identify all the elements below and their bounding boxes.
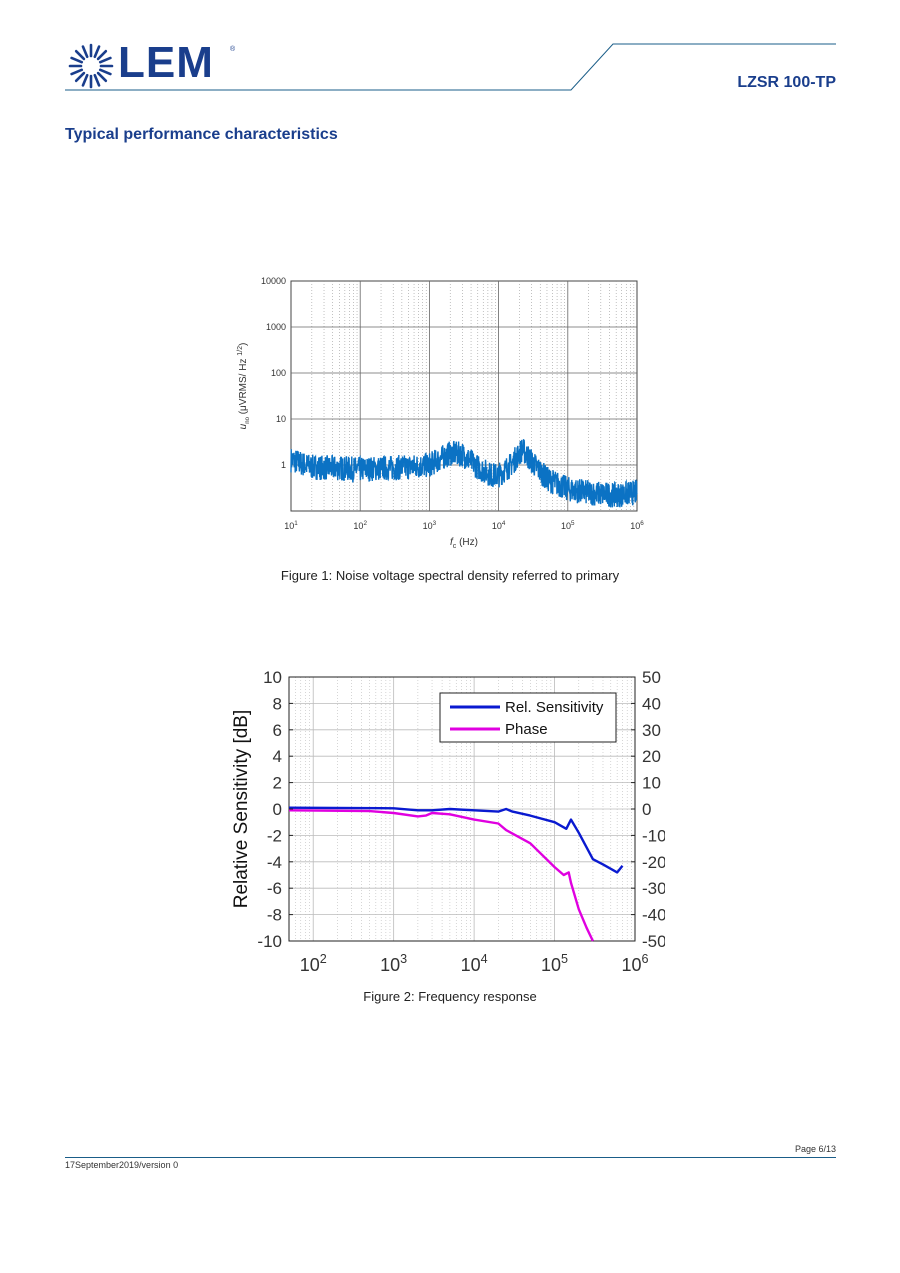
- y-tick-label: -6: [267, 879, 282, 898]
- sensitivity-line: [288, 806, 624, 874]
- logo-ray: [81, 73, 89, 87]
- y-tick-label: -8: [267, 906, 282, 925]
- legend-label: Rel. Sensitivity: [505, 699, 604, 716]
- y2-tick-label: 40: [642, 694, 661, 713]
- header-rule: [65, 43, 836, 91]
- x-tick-label: 106: [630, 520, 644, 531]
- y-tick-label: 2: [273, 774, 282, 793]
- y-tick-label: 1000: [266, 322, 286, 332]
- logo-ray: [98, 68, 112, 76]
- y2-tick-label: 0: [642, 800, 651, 819]
- y2-tick-label: -20: [642, 853, 665, 872]
- logo-ray: [93, 45, 101, 59]
- legend-box: [439, 692, 617, 743]
- x-tick-label: 103: [380, 952, 407, 975]
- x-tick-label: 101: [284, 520, 298, 531]
- logo-ray: [74, 71, 86, 83]
- y-tick-label: 8: [273, 694, 282, 713]
- y-axis-label: uno (μVRMS/ Hz 1/2): [237, 343, 251, 430]
- legend-label: Phase: [505, 721, 548, 738]
- y-tick-label: 0: [273, 800, 282, 819]
- x-tick-label: 103: [423, 520, 437, 531]
- section-title: Typical performance characteristics: [65, 126, 338, 143]
- logo-ray: [96, 49, 108, 61]
- y-tick-label: -4: [267, 853, 282, 872]
- y2-tick-label: -30: [642, 879, 665, 898]
- logo-ray: [81, 45, 89, 59]
- logo-ray: [96, 71, 108, 83]
- y-tick-label: 10: [276, 414, 286, 424]
- y-tick-label: 4: [273, 747, 282, 766]
- figure1-caption: Figure 1: Noise voltage spectral density…: [280, 568, 620, 583]
- logo-burst-icon: [68, 43, 114, 89]
- y-axis-label: Relative Sensitivity [dB]: [231, 710, 252, 909]
- y2-tick-label: 20: [642, 747, 661, 766]
- y-tick-label: 10000: [261, 276, 286, 286]
- x-tick-label: 104: [492, 520, 506, 531]
- logo-ray: [98, 56, 112, 64]
- y2-tick-label: 50: [642, 668, 661, 687]
- frequency-response-chart: 1086420-2-4-6-8-1050403020100-10-20-30-4…: [231, 668, 665, 975]
- logo-ray: [74, 49, 86, 61]
- x-tick-label: 102: [300, 952, 327, 975]
- y2-tick-label: -40: [642, 906, 665, 925]
- logo-ray: [70, 68, 84, 76]
- y-tick-label: 100: [271, 368, 286, 378]
- product-code: LZSR 100-TP: [737, 74, 836, 91]
- x-tick-label: 102: [353, 520, 367, 531]
- y2-tick-label: -50: [642, 932, 665, 951]
- y2-tick-label: -10: [642, 826, 665, 845]
- x-tick-label: 105: [561, 520, 575, 531]
- footer-rule: [65, 1157, 836, 1158]
- x-tick-label: 106: [621, 952, 648, 975]
- page-number: Page 6/13: [794, 1144, 836, 1154]
- y2-tick-label: 30: [642, 721, 661, 740]
- x-tick-label: 105: [541, 952, 568, 975]
- y-tick-label: 10: [263, 668, 282, 687]
- figure2-caption: Figure 2: Frequency response: [363, 989, 537, 1004]
- logo-text: LEM: [118, 38, 214, 87]
- y-tick-label: -10: [257, 932, 282, 951]
- logo-ray: [93, 73, 101, 87]
- footer-date-version: 17September2019/version 0: [65, 1160, 179, 1170]
- logo-ray: [70, 56, 84, 64]
- y2-tick-label: 10: [642, 774, 661, 793]
- y-tick-label: 1: [281, 460, 286, 470]
- x-axis-label: fc (Hz): [450, 537, 478, 550]
- noise-series-line: [290, 439, 638, 508]
- x-tick-label: 104: [461, 952, 488, 975]
- y-tick-label: 6: [273, 721, 282, 740]
- y-tick-label: -2: [267, 826, 282, 845]
- phase-line: [288, 809, 594, 942]
- logo-registered-mark: ®: [230, 46, 236, 53]
